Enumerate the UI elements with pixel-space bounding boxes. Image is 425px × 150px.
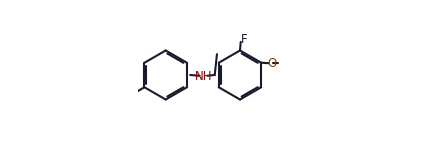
Text: NH: NH <box>195 70 212 83</box>
Text: O: O <box>268 57 277 70</box>
Text: F: F <box>241 33 247 46</box>
